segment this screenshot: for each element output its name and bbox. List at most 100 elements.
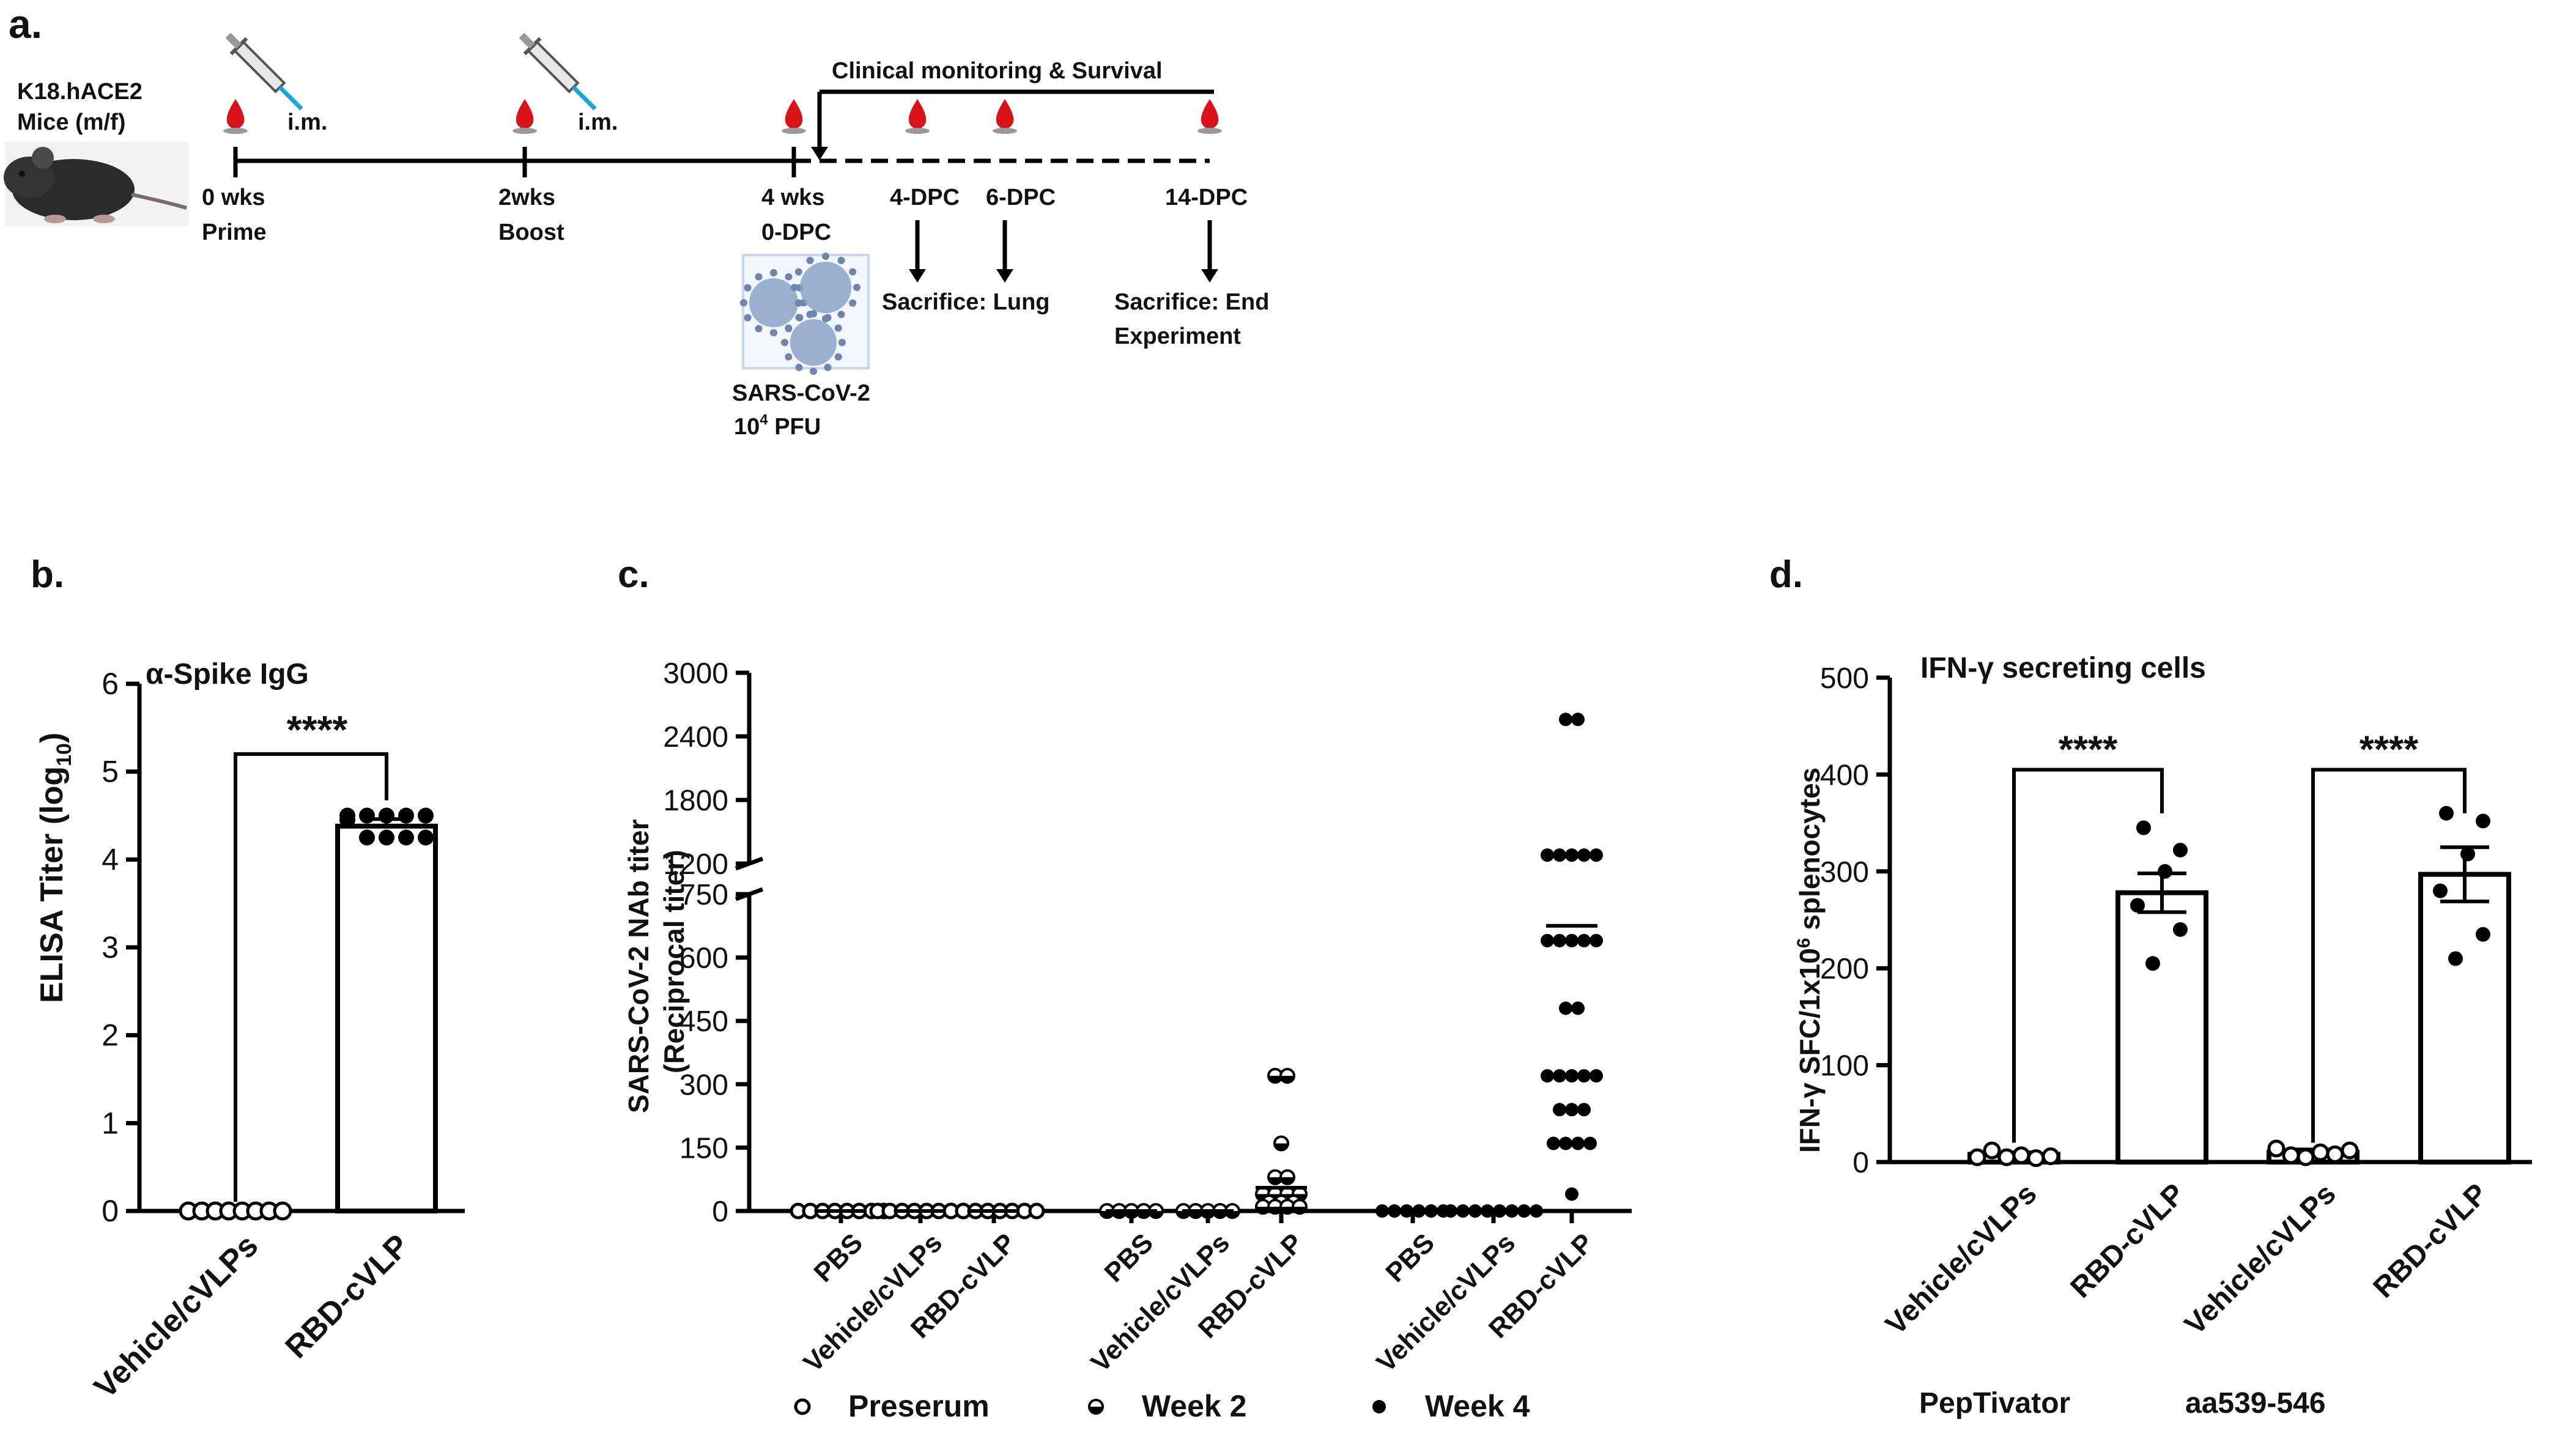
syringe-icon — [519, 32, 597, 111]
panel-c-point — [1590, 1068, 1603, 1083]
panel-d-ylabel: IFN-γ SFC/1x106 splenocytes — [1794, 768, 1826, 1153]
panel-d-point — [2012, 1146, 2030, 1165]
panel-c-point — [1541, 848, 1554, 862]
route-label-prime: i.m. — [287, 109, 327, 135]
panel-c-point — [1559, 1001, 1572, 1015]
panel-d-ytick-label: 100 — [1820, 1050, 1869, 1083]
panel-c-point — [1577, 933, 1591, 947]
panel-d-point — [2448, 951, 2463, 966]
panel-b-point — [379, 807, 394, 824]
panel-d-point — [2439, 805, 2454, 821]
panel-b-xtick-label: Vehicle/cVLPs — [87, 1227, 265, 1405]
blood-drop-icon — [226, 99, 245, 130]
panel-d-point — [2297, 1148, 2315, 1166]
panel-b-point — [418, 807, 434, 824]
timepoint-4: 4 wks — [761, 185, 825, 210]
panel-d-point — [2433, 883, 2448, 898]
panel-b-significance-bracket — [234, 752, 388, 1202]
panel-c-point — [1028, 1202, 1045, 1220]
blood-drop-icon — [785, 99, 803, 130]
virus-spike — [795, 363, 803, 371]
panel-b-title: α-Spike IgG — [146, 658, 309, 691]
virus-spike — [794, 268, 802, 276]
challenge-virus-label: SARS-CoV-2 — [732, 380, 870, 406]
panel-c-ytick-label: 1800 — [663, 785, 728, 817]
panel-c-legend-label: Preserum — [848, 1389, 990, 1423]
panel-d-significance-label: **** — [2359, 728, 2419, 771]
panel-c-point — [1565, 1187, 1579, 1201]
panel-d-point — [2476, 927, 2490, 942]
panel-c-ytick-label: 3000 — [663, 657, 728, 690]
virus-spike — [755, 325, 763, 333]
virus-spike — [806, 256, 814, 264]
panel-b-ytick-label: 3 — [102, 930, 119, 965]
panel-d-ytick-label: 300 — [1820, 856, 1869, 889]
panel-b-ytick-label: 1 — [102, 1106, 119, 1140]
panel-d-group-peptivator: PepTivator — [1919, 1387, 2070, 1420]
virus-spike — [770, 269, 777, 276]
panel-d-point — [2460, 846, 2475, 862]
challenge-dose-label: 104 PFU — [734, 412, 821, 440]
panel-c-point — [1583, 1136, 1597, 1150]
panel-c-ytick-label: 2400 — [663, 721, 728, 754]
blood-drop-icon — [516, 99, 534, 130]
panel-c-point — [1571, 713, 1585, 727]
blood-drop-icon — [1201, 99, 1219, 130]
panel-d-xtick-label: Vehicle/cVLPs — [2178, 1177, 2342, 1341]
panel-b-point — [398, 829, 414, 846]
sacrifice-end-line1: Sacrifice: End — [1114, 289, 1269, 315]
panel-b-point — [359, 829, 375, 846]
panel-c-point-fill — [1293, 1207, 1306, 1214]
panel-d-significance-label: **** — [2059, 728, 2118, 771]
panel-d-bar — [2418, 872, 2511, 1165]
panel-d-point — [2476, 813, 2490, 829]
panel-c-point — [1571, 1136, 1585, 1150]
panel-d-point — [2282, 1146, 2300, 1165]
panel-d-point — [2267, 1139, 2285, 1158]
panel-c-ytick-label: 450 — [679, 1005, 728, 1038]
panel-d-point — [2136, 820, 2151, 835]
virus-particle — [749, 278, 798, 327]
panel-c-point-fill — [1268, 1207, 1282, 1214]
panel-c-point — [1553, 933, 1566, 947]
panel-c-point — [1553, 1103, 1566, 1117]
panel-c-point — [1571, 1001, 1585, 1015]
panel-c-point — [1577, 848, 1591, 862]
virus-particle — [800, 262, 851, 313]
panel-c-point — [1577, 1068, 1591, 1083]
panel-d-ytick-label: 400 — [1820, 759, 1869, 791]
panel-c-point — [1565, 1103, 1579, 1117]
panel-d-ifn-chart: d. IFN-γ secreting cells IFN-γ SFC/1x106… — [1769, 554, 2532, 1420]
panel-d-label: d. — [1769, 554, 1803, 596]
panel-c-ytick-label: 600 — [679, 942, 728, 975]
panel-c-point-fill — [1275, 1143, 1288, 1150]
panel-c-ytick-label: 0 — [712, 1196, 728, 1228]
panel-d-xtick-label: Vehicle/cVLPs — [1879, 1177, 2043, 1341]
panel-d-point — [1983, 1141, 2001, 1160]
panel-c-point — [1559, 1136, 1572, 1150]
panel-d-point — [2173, 842, 2188, 857]
panel-b-ytick-label: 0 — [102, 1194, 119, 1228]
syringe-icon — [225, 32, 303, 111]
sacrifice-lung-label: Sacrifice: Lung — [882, 289, 1050, 315]
panel-c-xtick-label: Vehicle/cVLPs — [1371, 1227, 1521, 1378]
sacrifice-end-line2: Experiment — [1114, 324, 1241, 349]
panel-d-point — [2173, 922, 2188, 937]
panel-b-point — [379, 829, 394, 846]
panel-c-legend-marker-fill — [1089, 1407, 1103, 1413]
panel-c-point — [1517, 1204, 1531, 1218]
virus-spike — [837, 311, 845, 319]
panel-d-point — [2341, 1141, 2359, 1160]
virus-spike — [853, 284, 861, 291]
panel-d-group-aa539: aa539-546 — [2185, 1387, 2326, 1420]
timepoint-4-sub: 0-DPC — [761, 220, 831, 245]
panel-c-ytick-label: 300 — [679, 1069, 728, 1102]
panel-c-point-fill — [1268, 1177, 1282, 1184]
timepoint-14dpc: 14-DPC — [1165, 185, 1248, 210]
panel-c-legend-label: Week 4 — [1425, 1389, 1530, 1423]
panel-d-xtick-label: RBD-cVLP — [2065, 1177, 2191, 1304]
virus-spike — [834, 353, 842, 361]
blood-drop-icon — [996, 99, 1014, 130]
panel-c-point — [1553, 1068, 1566, 1083]
panel-c-point — [1530, 1204, 1543, 1218]
